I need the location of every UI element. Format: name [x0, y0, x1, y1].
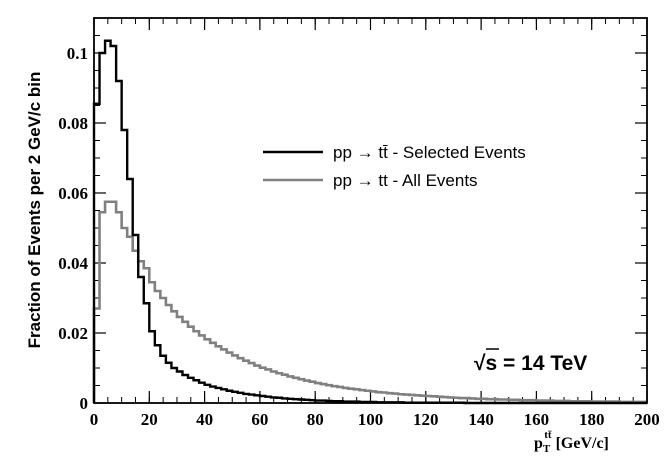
svg-text:pTtt̄[GeV/c]: pTtt̄ [GeV/c] [534, 429, 609, 455]
x-tick-label: 120 [413, 410, 439, 429]
legend-label-all: pp → tt - All Events [333, 171, 478, 190]
x-tick-label: 0 [90, 410, 99, 429]
x-tick-label: 60 [251, 410, 268, 429]
y-tick-label: 0.06 [58, 184, 88, 203]
x-tick-label: 160 [524, 410, 550, 429]
y-tick-label: 0.04 [58, 254, 88, 273]
svg-text:√s = 14 TeV: √s = 14 TeV [474, 352, 587, 375]
x-label-sup: tt̄ [544, 429, 552, 441]
x-label-base: p [534, 435, 543, 452]
x-label-sub: T [543, 443, 551, 455]
y-tick-label: 0.1 [67, 44, 88, 63]
legend: pp → tt̄ - Selected Events pp → tt - All… [263, 143, 526, 190]
x-tick-label: 100 [358, 410, 384, 429]
y-tick-label: 0 [80, 394, 89, 413]
x-tick-label: 40 [196, 410, 213, 429]
plot-frame [93, 17, 648, 404]
sqrt-symbol: √ [474, 352, 486, 375]
x-tick-label: 80 [307, 410, 324, 429]
series-selected-events [92, 39, 647, 405]
series-all-events [92, 200, 647, 404]
legend-label-selected: pp → tt̄ - Selected Events [333, 143, 526, 162]
x-tick-label: 200 [634, 410, 660, 429]
energy-annotation: √s = 14 TeV [474, 348, 587, 375]
energy-value: = 14 TeV [497, 352, 587, 375]
x-tick-label: 140 [468, 410, 494, 429]
y-tick-label: 0.02 [58, 324, 88, 343]
x-label-units: [GeV/c] [556, 435, 609, 452]
x-axis-label: pTtt̄ [GeV/c] [534, 429, 609, 455]
x-tick-label: 180 [579, 410, 605, 429]
x-tick-label: 20 [141, 410, 158, 429]
series-layer [92, 39, 647, 405]
sqrt-argument: s [486, 352, 498, 375]
y-tick-label: 0.08 [58, 114, 88, 133]
y-axis-label: Fraction of Events per 2 GeV/c bin [25, 72, 44, 349]
